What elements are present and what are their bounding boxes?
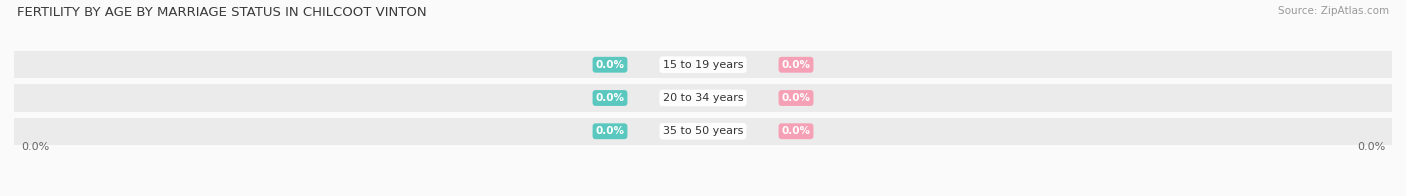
Text: 0.0%: 0.0% xyxy=(782,126,810,136)
Text: Source: ZipAtlas.com: Source: ZipAtlas.com xyxy=(1278,6,1389,16)
Text: 0.0%: 0.0% xyxy=(782,93,810,103)
Text: 0.0%: 0.0% xyxy=(596,93,624,103)
Text: 20 to 34 years: 20 to 34 years xyxy=(662,93,744,103)
Bar xyxy=(14,84,1392,112)
Text: 35 to 50 years: 35 to 50 years xyxy=(662,126,744,136)
Bar xyxy=(14,51,1392,78)
Text: 0.0%: 0.0% xyxy=(21,142,49,152)
Text: 15 to 19 years: 15 to 19 years xyxy=(662,60,744,70)
Text: 0.0%: 0.0% xyxy=(596,60,624,70)
Text: 0.0%: 0.0% xyxy=(782,60,810,70)
Text: 0.0%: 0.0% xyxy=(1357,142,1385,152)
Bar xyxy=(14,118,1392,145)
Text: FERTILITY BY AGE BY MARRIAGE STATUS IN CHILCOOT VINTON: FERTILITY BY AGE BY MARRIAGE STATUS IN C… xyxy=(17,6,426,19)
Text: 0.0%: 0.0% xyxy=(596,126,624,136)
